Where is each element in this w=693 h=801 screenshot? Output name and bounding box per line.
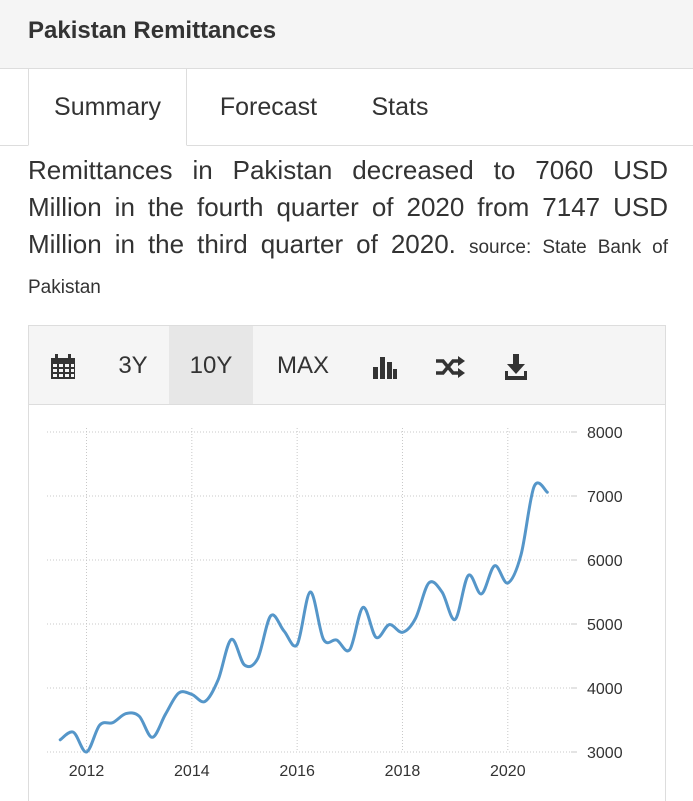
bar-chart-button[interactable]	[353, 326, 417, 404]
remittances-line-chart: 3000 4000 5000 6000 7000 8000 2012 2014 2016 2018…	[47, 425, 623, 780]
y-tick-label: 4000	[587, 681, 623, 698]
range-max-label: MAX	[276, 352, 329, 379]
x-tick-label: 2012	[69, 763, 105, 780]
download-icon	[505, 353, 527, 380]
x-tick-label: 2020	[490, 763, 526, 780]
range-10y-button[interactable]: 10Y	[169, 326, 253, 404]
x-tick-label: 2014	[174, 763, 210, 780]
shuffle-icon	[436, 355, 465, 378]
range-3y-button[interactable]: 3Y	[97, 326, 169, 404]
tab-bar: Summary Forecast Stats	[0, 69, 693, 146]
chart-panel: 3Y 10Y MAX	[28, 325, 666, 801]
source-note: source: State Bank of Pakistan	[28, 237, 668, 298]
range-10y-label: 10Y	[189, 352, 233, 379]
tab-summary-label: Summary	[54, 93, 161, 121]
x-tick-label: 2016	[279, 763, 315, 780]
page-header: Pakistan Remittances	[0, 0, 693, 69]
tab-stats[interactable]: Stats	[352, 69, 448, 145]
download-button[interactable]	[483, 326, 549, 404]
summary-sentence: Remittances in Pakistan decreased to 706…	[28, 155, 668, 259]
tab-forecast[interactable]: Forecast	[196, 69, 341, 145]
range-3y-label: 3Y	[118, 352, 148, 379]
y-tick-label: 7000	[587, 489, 623, 506]
series-line	[58, 481, 549, 754]
tab-stats-label: Stats	[371, 93, 429, 121]
y-tick-label: 3000	[587, 745, 623, 762]
tab-summary[interactable]: Summary	[28, 69, 187, 146]
summary-text: Remittances in Pakistan decreased to 706…	[28, 152, 668, 306]
shuffle-button[interactable]	[417, 326, 483, 404]
chart-toolbar: 3Y 10Y MAX	[29, 326, 665, 405]
y-tick-label: 6000	[587, 553, 623, 570]
page-title: Pakistan Remittances	[28, 17, 277, 44]
range-max-button[interactable]: MAX	[253, 326, 353, 404]
calendar-button[interactable]	[29, 326, 97, 404]
tab-forecast-label: Forecast	[219, 93, 318, 121]
y-tick-label: 5000	[587, 617, 623, 634]
calendar-icon	[51, 353, 75, 379]
y-tick-label: 8000	[587, 425, 623, 442]
x-tick-label: 2018	[385, 763, 421, 780]
bar-chart-icon	[373, 356, 397, 379]
